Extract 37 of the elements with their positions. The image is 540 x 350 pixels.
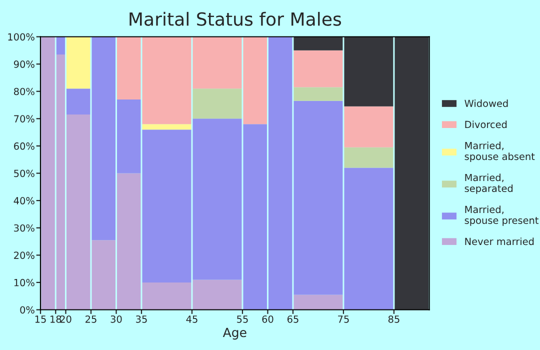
bar [192, 88, 242, 119]
legend-label: Married, spouse absent [464, 142, 535, 162]
x-tick-label: 85 [388, 315, 400, 323]
y-tick-label: 90% [14, 60, 34, 68]
x-tick-label: 15 [35, 316, 46, 323]
x-tick-label: 45 [186, 316, 198, 323]
bar [294, 50, 343, 88]
bar [66, 88, 90, 115]
x-tick-label: 55 [237, 316, 248, 323]
legend-label: Never married [465, 238, 534, 246]
x-tick-label: 35 [136, 315, 147, 323]
y-tick-label: 80% [14, 88, 34, 96]
y-tick-label: 0% [20, 306, 34, 314]
x-tick-label: 60 [262, 315, 274, 323]
y-tick-label: 40% [14, 197, 34, 204]
x-tick-label: 20 [60, 315, 72, 323]
legend-label: Married, separated [464, 174, 513, 194]
x-tick-label: 25 [86, 315, 96, 323]
chart-title: Marital Status for Males [130, 12, 342, 26]
legend-label: Widowed [464, 100, 508, 108]
y-tick-label: 60% [14, 142, 34, 150]
bar [344, 106, 394, 148]
y-tick-label: 50% [14, 170, 34, 178]
y-tick-label: 100% [8, 33, 34, 41]
x-axis-title: Age [222, 328, 246, 340]
x-tick-label: 18 [50, 315, 62, 323]
y-tick-label: 20% [14, 252, 34, 259]
y-tick-label: 70% [14, 115, 34, 122]
x-tick-label: 75 [338, 316, 349, 323]
x-tick-label: 65 [287, 315, 298, 323]
x-tick-label: 30 [110, 315, 122, 323]
bar [294, 87, 343, 101]
legend-label: Divorced [465, 120, 507, 128]
y-tick-label: 10% [14, 278, 34, 286]
legend-label: Married, spouse present [464, 206, 538, 226]
y-tick-label: 30% [14, 224, 34, 232]
bar [344, 147, 394, 168]
